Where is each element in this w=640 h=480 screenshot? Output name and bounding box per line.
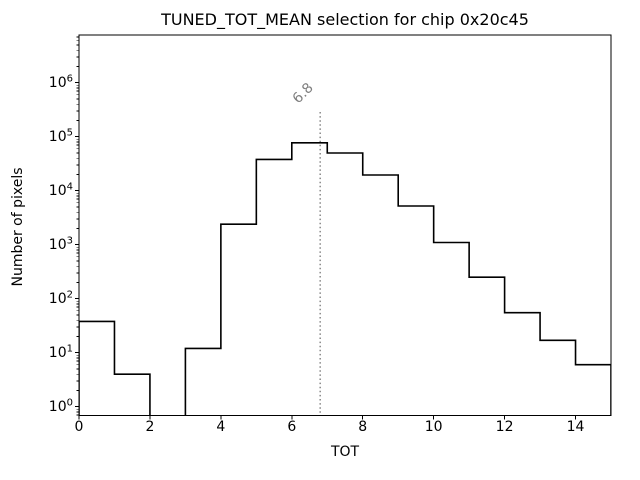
plot-title: TUNED_TOT_MEAN selection for chip 0x20c4… — [161, 10, 529, 29]
x-tick-label: 2 — [145, 419, 155, 435]
x-tick-label: 6 — [287, 419, 297, 435]
x-tick-label: 8 — [358, 419, 368, 435]
y-tick-label: 101 — [48, 343, 73, 361]
x-tick-label: 4 — [216, 419, 226, 435]
x-axis-label: TOT — [330, 444, 360, 460]
y-tick-label: 103 — [48, 235, 73, 253]
x-tick-label: 12 — [495, 419, 514, 435]
x-tick-label: 10 — [424, 419, 443, 435]
axes-spines — [78, 34, 612, 416]
y-tick-label: 102 — [48, 289, 73, 307]
y-tick-label: 104 — [48, 181, 73, 199]
x-tick-label: 0 — [74, 419, 84, 435]
y-tick-label: 106 — [48, 73, 73, 91]
y-tick-label: 100 — [48, 397, 73, 415]
y-tick-label: 105 — [48, 127, 73, 145]
histogram-step-line — [79, 142, 611, 416]
y-axis-label: Number of pixels — [10, 167, 26, 287]
x-tick-label: 14 — [566, 419, 585, 435]
